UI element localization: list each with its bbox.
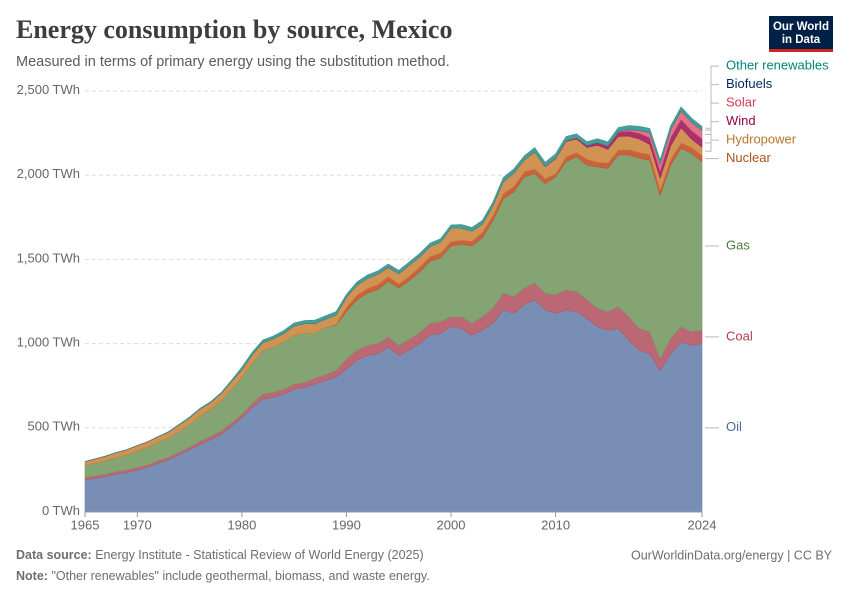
- chart-title: Energy consumption by source, Mexico: [16, 15, 452, 44]
- y-tick-label: 1,500 TWh: [17, 250, 80, 265]
- x-tick-label: 2010: [541, 517, 570, 532]
- legend-label: Solar: [726, 95, 757, 110]
- y-tick-label: 1,000 TWh: [17, 335, 80, 350]
- legend-label: Coal: [726, 328, 753, 343]
- y-tick-label: 2,500 TWh: [17, 82, 80, 97]
- chart-subtitle: Measured in terms of primary energy usin…: [16, 54, 450, 70]
- legend-label: Gas: [726, 237, 750, 252]
- legend-label: Oil: [726, 419, 742, 434]
- label-connector: [705, 84, 719, 131]
- legend-label: Other renewables: [726, 58, 829, 73]
- logo-text: in Data: [782, 34, 821, 46]
- label-connector: [705, 65, 719, 129]
- note: Note: "Other renewables" include geother…: [16, 569, 430, 583]
- x-tick-label: 1980: [227, 517, 256, 532]
- y-tick-label: 500 TWh: [27, 419, 80, 434]
- logo-text: Our World: [773, 21, 829, 33]
- source: Data source: Energy Institute - Statisti…: [16, 548, 424, 562]
- note-text: "Other renewables" include geothermal, b…: [51, 569, 429, 583]
- x-tick-label: 1965: [71, 517, 100, 532]
- x-tick-label: 1990: [332, 517, 361, 532]
- x-tick-label: 1970: [123, 517, 152, 532]
- note-label: Note:: [16, 569, 48, 583]
- y-tick-label: 2,000 TWh: [17, 166, 80, 181]
- area: [84, 106, 703, 462]
- logo-box[interactable]: [769, 16, 833, 52]
- license[interactable]: OurWorldinData.org/energy | CC BY: [631, 548, 833, 562]
- legend-label: Biofuels: [726, 76, 773, 91]
- y-tick-label: 0 TWh: [42, 503, 80, 518]
- legend-label: Nuclear: [726, 150, 771, 165]
- logo-bar: [769, 49, 833, 52]
- source-label: Data source:: [16, 548, 92, 562]
- x-tick-label: 2024: [688, 517, 717, 532]
- source-text[interactable]: Energy Institute - Statistical Review of…: [95, 548, 423, 562]
- label-connector: [705, 139, 719, 152]
- x-tick-label: 2000: [437, 517, 466, 532]
- legend-label: Hydropower: [726, 132, 797, 147]
- logo[interactable]: Our World in Data: [769, 16, 833, 52]
- legend-label: Wind: [726, 113, 756, 128]
